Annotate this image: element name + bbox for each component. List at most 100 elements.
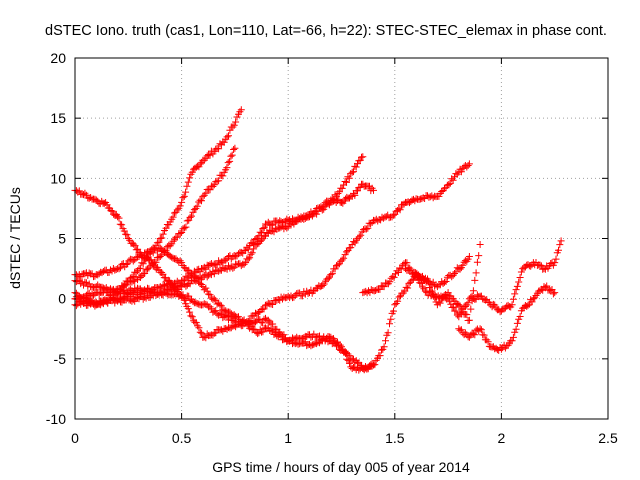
data-point bbox=[536, 261, 544, 269]
data-point bbox=[516, 313, 524, 320]
data-point bbox=[334, 341, 342, 349]
data-point bbox=[445, 181, 453, 188]
data-point bbox=[210, 181, 218, 189]
data-point bbox=[178, 259, 186, 267]
data-point bbox=[343, 178, 350, 186]
data-point bbox=[455, 301, 463, 309]
y-tick-label: 5 bbox=[58, 231, 66, 247]
data-point bbox=[85, 194, 93, 202]
data-point bbox=[298, 292, 306, 300]
data-point bbox=[320, 280, 328, 288]
series-s9 bbox=[359, 237, 565, 321]
data-point bbox=[456, 265, 464, 273]
y-tick-label: 10 bbox=[50, 170, 66, 186]
data-point bbox=[186, 272, 194, 280]
data-point bbox=[480, 331, 488, 339]
data-point bbox=[403, 259, 411, 267]
data-point bbox=[528, 298, 536, 306]
data-point bbox=[99, 268, 107, 275]
data-point bbox=[389, 211, 397, 219]
data-point bbox=[431, 294, 439, 302]
data-point bbox=[374, 217, 382, 225]
data-point bbox=[244, 317, 252, 325]
data-point bbox=[372, 287, 380, 294]
data-point bbox=[115, 265, 123, 273]
series-s1 bbox=[71, 106, 245, 310]
data-point bbox=[123, 231, 131, 239]
data-point bbox=[115, 214, 123, 222]
data-point bbox=[224, 159, 232, 167]
data-point bbox=[254, 330, 262, 338]
data-point bbox=[216, 301, 224, 309]
data-point bbox=[390, 307, 397, 315]
data-point bbox=[491, 301, 499, 309]
y-tick-label: 20 bbox=[50, 50, 66, 66]
data-point bbox=[179, 291, 187, 299]
data-point bbox=[394, 297, 402, 305]
data-point bbox=[195, 324, 203, 332]
data-point bbox=[318, 336, 326, 344]
data-point bbox=[467, 305, 475, 313]
data-point bbox=[227, 152, 235, 160]
data-point bbox=[428, 287, 436, 295]
x-tick-label: 2 bbox=[498, 430, 506, 446]
data-point bbox=[117, 264, 124, 272]
x-axis-label: GPS time / hours of day 005 of year 2014 bbox=[212, 459, 470, 475]
data-point bbox=[229, 264, 237, 272]
data-point bbox=[393, 267, 401, 275]
data-point bbox=[188, 168, 196, 176]
data-point bbox=[196, 160, 204, 168]
data-point bbox=[465, 253, 473, 260]
data-point bbox=[402, 283, 410, 291]
series-s8 bbox=[71, 160, 473, 328]
data-point bbox=[108, 207, 116, 215]
data-point bbox=[226, 126, 234, 134]
data-point bbox=[476, 241, 484, 248]
data-point bbox=[138, 259, 146, 267]
data-point bbox=[266, 220, 274, 228]
data-point bbox=[307, 342, 315, 350]
data-point bbox=[223, 133, 231, 141]
data-point bbox=[516, 274, 524, 281]
data-point bbox=[384, 329, 392, 337]
data-point bbox=[196, 328, 204, 336]
data-point bbox=[192, 269, 200, 277]
data-point bbox=[112, 266, 120, 273]
series-s4 bbox=[199, 253, 473, 374]
data-point bbox=[319, 282, 327, 289]
data-point bbox=[387, 274, 395, 282]
data-point bbox=[484, 338, 492, 346]
data-point bbox=[216, 309, 224, 317]
data-point bbox=[206, 303, 214, 311]
data-point bbox=[517, 268, 525, 276]
data-point bbox=[205, 290, 213, 298]
data-point bbox=[424, 278, 432, 286]
data-point bbox=[131, 242, 139, 250]
data-point bbox=[417, 273, 425, 281]
data-point bbox=[207, 294, 215, 302]
data-point bbox=[222, 256, 230, 264]
data-point bbox=[452, 307, 460, 315]
data-point bbox=[155, 238, 163, 246]
data-point bbox=[376, 352, 384, 360]
data-point bbox=[212, 178, 220, 186]
series-s10 bbox=[455, 282, 559, 354]
data-point bbox=[156, 253, 164, 260]
data-point bbox=[351, 191, 359, 199]
data-point bbox=[395, 293, 403, 301]
data-point bbox=[551, 289, 559, 297]
data-point bbox=[271, 329, 279, 337]
data-point bbox=[136, 264, 144, 272]
data-point bbox=[192, 277, 200, 285]
data-point bbox=[464, 162, 472, 169]
data-point bbox=[114, 297, 122, 305]
data-point bbox=[198, 329, 206, 337]
data-point bbox=[200, 333, 208, 341]
data-point bbox=[85, 269, 93, 277]
data-point bbox=[451, 270, 458, 277]
data-point bbox=[370, 186, 377, 194]
data-point bbox=[405, 279, 413, 287]
y-tick-label: 15 bbox=[50, 110, 66, 126]
data-point bbox=[472, 269, 480, 277]
data-point bbox=[459, 261, 467, 269]
